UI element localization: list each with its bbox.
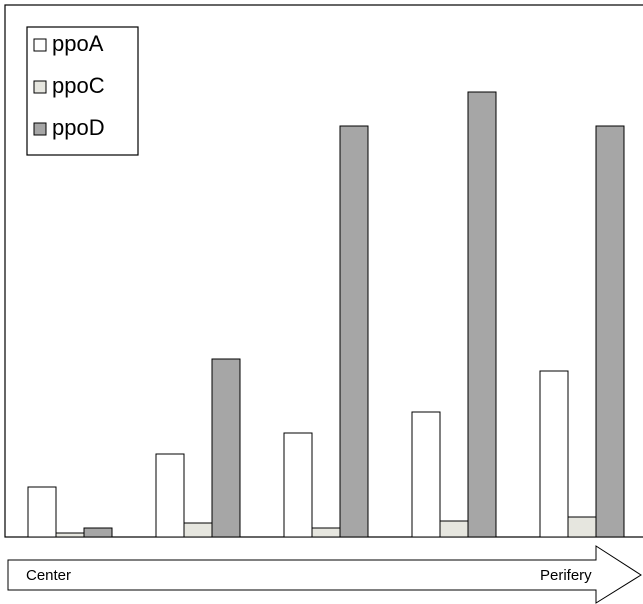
bar <box>411 411 441 538</box>
bar <box>83 527 113 538</box>
legend-label: ppoD <box>52 115 105 140</box>
legend-swatch <box>33 38 47 52</box>
legend-swatch <box>33 122 47 136</box>
bar <box>183 522 213 538</box>
bar <box>439 520 469 538</box>
legend-label: ppoA <box>52 31 104 56</box>
bar <box>283 432 313 538</box>
arrow-end-label: Perifery <box>540 567 592 584</box>
bar <box>339 125 369 538</box>
direction-arrow <box>7 545 642 604</box>
bar <box>595 125 625 538</box>
bar <box>539 370 569 538</box>
arrow-start-label: Center <box>26 567 71 584</box>
bar <box>155 453 185 538</box>
bar <box>311 527 341 538</box>
legend-label: ppoC <box>52 73 105 98</box>
bar <box>27 486 57 538</box>
bar <box>567 516 597 538</box>
bar <box>211 358 241 538</box>
legend-swatch <box>33 80 47 94</box>
bar <box>55 532 85 538</box>
bar <box>467 91 497 538</box>
